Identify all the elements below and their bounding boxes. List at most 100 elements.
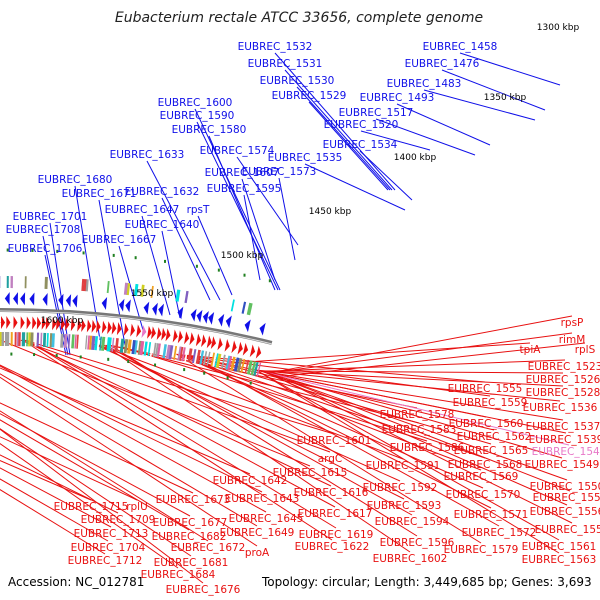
reverse-connector [112, 345, 420, 424]
inner-feature-block [152, 342, 157, 357]
reverse-gene-arrow [101, 320, 107, 334]
reverse-gene-label: EUBREC_1550 [530, 481, 600, 493]
inner-tick-dot [79, 355, 82, 359]
forward-connector [197, 215, 233, 296]
outer-feature-block [81, 278, 84, 291]
reverse-gene-arrow [26, 316, 31, 330]
inner-tick-dot [33, 353, 36, 357]
outer-feature-block [106, 280, 110, 294]
outer-feature-block [82, 278, 87, 292]
reverse-connector [259, 370, 564, 421]
kbp-tick-label: 1500 kbp [221, 251, 264, 261]
reverse-gene-arrow [224, 338, 230, 352]
forward-gene-arrow [29, 292, 35, 306]
reverse-gene-label: EUBREC_1570 [446, 489, 521, 501]
reverse-gene-label: EUBREC_1556 [530, 506, 600, 518]
reverse-connector [0, 454, 119, 514]
forward-connector [396, 103, 491, 146]
reverse-gene-arrow [255, 345, 262, 359]
inner-feature-block [106, 337, 110, 352]
reverse-gene-label: rplU [126, 501, 148, 513]
forward-gene-arrow [20, 292, 26, 306]
inner-feature-block [240, 358, 246, 373]
inner-feature-block [6, 332, 10, 347]
reverse-connector [0, 413, 191, 517]
outer-tick-dot [31, 248, 34, 252]
outer-tick-dot [112, 253, 115, 257]
outer-feature-block [123, 282, 128, 295]
forward-gene-arrow [208, 311, 215, 325]
forward-gene-arrow [177, 306, 184, 320]
inner-tick-dot [226, 376, 229, 380]
inner-tick-dot [107, 357, 110, 361]
reverse-gene-arrow [130, 323, 135, 337]
forward-connector [161, 230, 181, 319]
reverse-gene-arrow [156, 327, 162, 341]
reverse-gene-label: EUBREC_1526 [526, 374, 600, 386]
forward-gene-arrow [218, 313, 225, 327]
outer-tick-dot [134, 256, 137, 260]
reverse-gene-label: EUBREC_1601 [297, 435, 372, 447]
reverse-connector [259, 370, 564, 387]
forward-gene-label: EUBREC_1530 [260, 75, 335, 87]
map-title: Eubacterium rectale ATCC 33656, complete… [115, 10, 483, 26]
outer-tick-dot [6, 248, 9, 252]
reverse-gene-label: EUBREC_1593 [367, 500, 442, 512]
inner-feature-block [221, 354, 226, 369]
forward-gene-label: EUBREC_1633 [110, 149, 185, 161]
reverse-gene-label: EUBREC_1547 [532, 446, 600, 458]
inner-feature-block [4, 332, 8, 347]
forward-gene-label: EUBREC_1580 [172, 124, 247, 136]
forward-gene-label: EUBREC_1476 [405, 58, 480, 70]
reverse-connector [0, 419, 190, 531]
forward-gene-label: EUBREC_1640 [125, 219, 200, 231]
outer-tick-dot [268, 279, 271, 283]
reverse-connector [0, 410, 209, 542]
reverse-gene-arrow [237, 341, 243, 355]
reverse-gene-label: EUBREC_1602 [373, 553, 448, 565]
forward-gene-arrow [190, 308, 197, 322]
reverse-gene-arrow [141, 325, 147, 338]
reverse-gene-label: EUBREC_1568 [448, 459, 523, 471]
reverse-connector [0, 376, 258, 547]
reverse-gene-label: EUBREC_1713 [74, 528, 149, 540]
inner-feature-block [165, 344, 171, 359]
forward-gene-label: EUBREC_1483 [387, 78, 462, 90]
inner-feature-block [173, 345, 178, 360]
forward-gene-arrow [65, 294, 72, 308]
inner-feature-block [236, 358, 243, 373]
forward-gene-arrow [58, 293, 64, 307]
inner-feature-block [16, 332, 19, 347]
reverse-gene-label: EUBREC_1704 [71, 542, 146, 554]
reverse-gene-arrow [65, 317, 70, 331]
forward-gene-label: EUBREC_1529 [272, 90, 347, 102]
inner-feature-block [192, 349, 197, 364]
inner-feature-block [71, 334, 75, 349]
inner-feature-block [149, 342, 154, 357]
reverse-connector [176, 353, 482, 471]
reverse-connector [0, 402, 194, 494]
reverse-connector [263, 371, 568, 481]
reverse-connector [261, 359, 566, 372]
forward-gene-label: EUBREC_1531 [248, 58, 323, 70]
reverse-connector [0, 489, 106, 555]
reverse-connector [262, 371, 567, 434]
reverse-gene-label: EUBREC_1560 [449, 418, 524, 430]
forward-gene-arrow [225, 315, 232, 329]
inner-feature-block [76, 334, 79, 349]
forward-connector [208, 135, 276, 291]
outer-tick-dot [56, 249, 59, 253]
reverse-gene-label: EUBREC_1715 [54, 501, 129, 513]
inner-feature-block [127, 339, 132, 354]
reverse-connector [266, 372, 571, 492]
forward-gene-arrow [101, 296, 108, 310]
reverse-gene-arrow [86, 319, 92, 333]
outer-tick-dot [82, 251, 85, 255]
inner-feature-block [49, 333, 53, 348]
inner-feature-block [34, 332, 37, 347]
reverse-connector [268, 315, 573, 374]
inner-tick-dot [10, 352, 13, 356]
forward-connector [441, 69, 546, 111]
reverse-connector [26, 339, 337, 529]
forward-gene-label: EUBREC_1632 [125, 186, 200, 198]
